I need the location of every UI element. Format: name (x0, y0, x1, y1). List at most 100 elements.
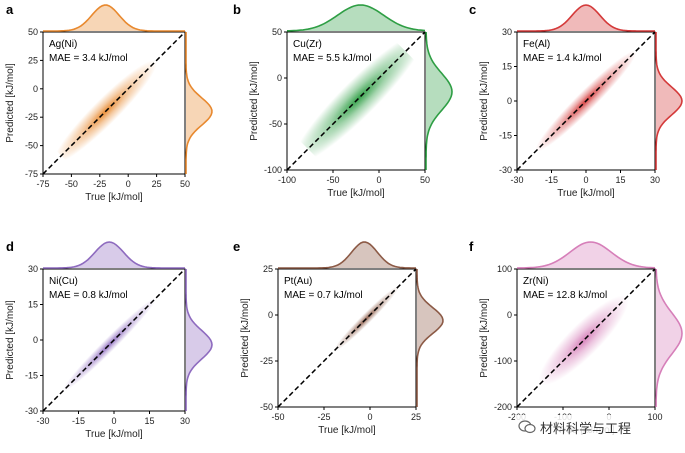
y-tick-label: -50 (25, 141, 38, 151)
system-label: Ni(Cu) (49, 276, 78, 287)
mae-label: MAE = 0.7 kJ/mol (284, 290, 363, 301)
marginal-x-fill (43, 5, 185, 31)
y-axis-title: Predicted [kJ/mol] (240, 298, 251, 378)
y-tick-label: -100 (264, 165, 282, 175)
mae-label: MAE = 0.8 kJ/mol (49, 290, 128, 301)
panel-letter: d (6, 239, 14, 254)
y-tick-label: -100 (494, 356, 512, 366)
system-label: Pt(Au) (284, 276, 312, 287)
system-label: Fe(Al) (523, 39, 550, 50)
identity-line (516, 268, 656, 408)
panel-a: -75 -50 -25 0 25 50 -75 -50 -25 0 25 50 True [kJ/mol… (5, 2, 213, 203)
x-tick-label: -50 (326, 175, 339, 185)
y-tick-label: -25 (25, 112, 38, 122)
panel-c: -30 -15 0 15 30 -30 -15 0 15 30 True [kJ/mol] Predi… (469, 2, 683, 199)
watermark-text: 材料科学与工程 (540, 421, 632, 437)
y-tick-label: 0 (507, 96, 512, 106)
y-axis-title: Predicted [kJ/mol] (479, 298, 490, 378)
marginal-y-curve (185, 269, 213, 411)
plot-frame (277, 268, 417, 408)
x-tick-label: 0 (376, 175, 381, 185)
marginal-x-curve (287, 4, 426, 32)
y-tick-label: -200 (494, 402, 512, 412)
identity-line (516, 31, 656, 171)
y-tick-label: 0 (268, 310, 273, 320)
system-label: Cu(Zr) (293, 39, 322, 50)
x-tick-label: 50 (420, 175, 430, 185)
y-tick-label: 100 (497, 264, 512, 274)
x-tick-label: -25 (93, 179, 106, 189)
y-axis-title: Predicted [kJ/mol] (5, 63, 16, 143)
wechat-icon (518, 420, 536, 434)
y-tick-label: -75 (25, 169, 38, 179)
panel-b: -100 -50 0 50 -100 -50 0 50 True [kJ/mol] Predict… (233, 2, 453, 199)
y-tick-label: -30 (25, 406, 38, 416)
y-tick-label: 0 (33, 335, 38, 345)
x-tick-label: 50 (180, 179, 190, 189)
plot-frame (42, 31, 186, 175)
identity-line (42, 268, 186, 412)
x-tick-label: -15 (545, 175, 558, 185)
y-tick-label: -50 (260, 402, 273, 412)
marginal-y-curve (655, 268, 683, 408)
marginal-y-fill (426, 32, 452, 170)
y-tick-label: 25 (28, 55, 38, 65)
marginal-x-curve (278, 241, 416, 269)
panel-letter: c (469, 2, 476, 17)
x-tick-label: -25 (317, 412, 330, 422)
x-tick-label: 15 (144, 416, 154, 426)
identity-line (277, 268, 417, 408)
mae-label: MAE = 3.4 kJ/mol (49, 53, 128, 64)
x-tick-label: 30 (650, 175, 660, 185)
marginal-y-curve (416, 269, 444, 407)
marginal-x-curve (43, 241, 185, 269)
panel-letter: f (469, 239, 474, 254)
marginal-x-fill (517, 5, 655, 31)
panel-letter: b (233, 2, 241, 17)
y-axis-title: Predicted [kJ/mol] (479, 61, 490, 141)
marginal-x-curve (516, 241, 656, 269)
x-tick-label: 100 (647, 412, 662, 422)
y-tick-label: 30 (28, 264, 38, 274)
y-tick-label: -50 (269, 119, 282, 129)
x-tick-label: -100 (278, 175, 296, 185)
x-tick-label: -15 (72, 416, 85, 426)
plot-frame (516, 268, 656, 408)
x-tick-label: 0 (367, 412, 372, 422)
mae-label: MAE = 1.4 kJ/mol (523, 53, 602, 64)
x-tick-label: 15 (615, 175, 625, 185)
x-tick-label: 0 (583, 175, 588, 185)
marginal-x-curve (517, 4, 655, 32)
x-tick-label: -75 (36, 179, 49, 189)
marginal-x-curve (43, 4, 185, 32)
y-tick-label: -15 (499, 131, 512, 141)
x-axis-title: True [kJ/mol] (318, 425, 376, 436)
y-tick-label: 15 (28, 300, 38, 310)
marginal-y-fill (186, 269, 212, 411)
x-tick-label: -50 (65, 179, 78, 189)
marginal-y-curve (185, 32, 213, 174)
y-tick-label: -25 (260, 356, 273, 366)
mae-label: MAE = 5.5 kJ/mol (293, 53, 372, 64)
density-cloud (538, 295, 629, 386)
x-tick-label: 0 (111, 416, 116, 426)
y-tick-label: 0 (277, 73, 282, 83)
x-axis-title: True [kJ/mol] (327, 188, 385, 199)
y-tick-label: 0 (507, 310, 512, 320)
y-tick-label: 0 (33, 84, 38, 94)
identity-line (286, 31, 426, 171)
y-tick-label: -15 (25, 371, 38, 381)
identity-line (42, 31, 186, 175)
x-axis-title: True [kJ/mol] (85, 429, 143, 440)
marginal-x-fill (287, 5, 425, 31)
x-tick-label: -50 (271, 412, 284, 422)
marginal-y-fill (656, 269, 682, 407)
marginal-x-fill (43, 242, 185, 268)
y-tick-label: 50 (272, 27, 282, 37)
panel-letter: e (233, 239, 240, 254)
marginal-y-fill (186, 32, 212, 174)
marginal-y-fill (656, 32, 682, 170)
y-tick-label: 25 (263, 264, 273, 274)
